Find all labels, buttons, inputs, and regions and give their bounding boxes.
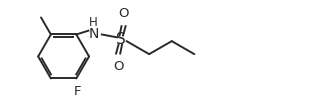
Text: N: N <box>89 28 100 42</box>
Text: H: H <box>89 16 98 29</box>
Text: O: O <box>113 60 124 73</box>
Text: S: S <box>116 32 126 47</box>
Text: O: O <box>118 7 129 20</box>
Text: F: F <box>74 85 82 98</box>
